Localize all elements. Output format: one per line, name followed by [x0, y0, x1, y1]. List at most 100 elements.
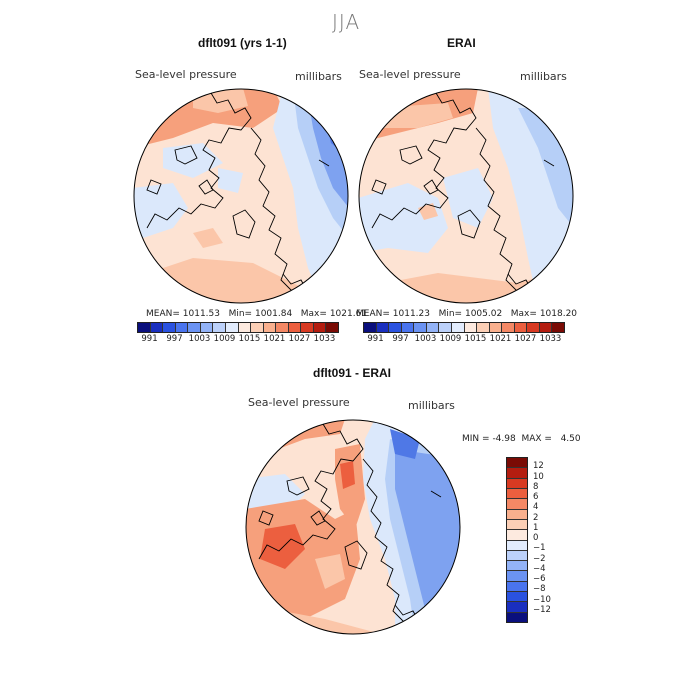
- colorbar-tick-label: 991: [141, 334, 158, 344]
- panel-1-stats: MEAN= 1011.53 Min= 1001.84 Max= 1021.61: [146, 309, 367, 319]
- panel-1-units-label: millibars: [295, 70, 342, 83]
- panel-2-colorbar-ticks: 991 997 1003 1009 1015 1021 1027 1033: [363, 334, 563, 346]
- colorbar-swatch: [502, 323, 515, 332]
- colorbar-swatch: [552, 323, 564, 332]
- season-title: JJA: [332, 10, 361, 34]
- panel-2-max-value: 1018.20: [539, 309, 578, 319]
- colorbar-swatch: [477, 323, 490, 332]
- colorbar-swatch: [188, 323, 201, 332]
- colorbar-swatch: [451, 323, 465, 332]
- colorbar-swatch: [489, 323, 503, 332]
- panel-1-min-label: Min=: [228, 309, 253, 319]
- panel-2-stats: MEAN= 1011.23 Min= 1005.02 Max= 1018.20: [356, 309, 577, 319]
- colorbar-swatch: [251, 323, 264, 332]
- panel-1-min-value: 1001.84: [254, 309, 293, 319]
- colorbar-swatch: [527, 323, 540, 332]
- colorbar-swatch: [439, 323, 452, 332]
- colorbar-swatch: [401, 323, 415, 332]
- panel-1-polar-map: [133, 88, 349, 304]
- colorbar-swatch: [225, 323, 239, 332]
- colorbar-tick-label: 8: [533, 481, 539, 492]
- colorbar-tick-label: 1003: [188, 334, 211, 344]
- panel-1-max-value: 1021.61: [329, 309, 368, 319]
- colorbar-swatch: [507, 550, 527, 562]
- colorbar-swatch: [507, 592, 527, 603]
- colorbar-swatch: [213, 323, 226, 332]
- colorbar-swatch: [507, 478, 527, 489]
- panel-2-min-label: Min=: [438, 309, 463, 319]
- colorbar-tick-label: 2: [533, 512, 539, 523]
- panel-3-variable-label: Sea-level pressure: [248, 396, 350, 409]
- colorbar-swatch: [507, 488, 527, 500]
- panel-2-units-label: millibars: [520, 70, 567, 83]
- colorbar-tick-label: 997: [392, 334, 409, 344]
- panel-2-max-label: Max=: [510, 309, 537, 319]
- colorbar-swatch: [507, 540, 527, 551]
- colorbar-tick-label: 10: [533, 471, 544, 482]
- colorbar-swatch: [364, 323, 377, 332]
- colorbar-swatch: [507, 612, 527, 622]
- colorbar-swatch: [150, 323, 164, 332]
- colorbar-tick-label: 1015: [464, 334, 487, 344]
- colorbar-tick-label: −10: [533, 594, 551, 605]
- panel-1-title: dflt091 (yrs 1-1): [198, 36, 287, 50]
- panel-3-title: dflt091 - ERAI: [313, 366, 392, 380]
- colorbar-tick-label: −2: [533, 553, 546, 564]
- colorbar-swatch: [507, 571, 527, 582]
- panel-3-max-value: 4.50: [560, 434, 581, 444]
- colorbar-tick-label: 1009: [439, 334, 462, 344]
- panel-2-variable-label: Sea-level pressure: [359, 68, 461, 81]
- panel-3-max-label: MAX =: [521, 434, 552, 444]
- colorbar-tick-label: 1027: [514, 334, 537, 344]
- colorbar-tick-label: 1033: [539, 334, 562, 344]
- panel-1-colorbar-ticks: 991 997 1003 1009 1015 1021 1027 1033: [137, 334, 337, 346]
- panel-2-title: ERAI: [447, 36, 476, 50]
- panel-3-colorbar-ticks: 12 10 8 6 4 2 1 0 −1 −2 −4 −6 −8 −10 −12: [533, 457, 573, 621]
- colorbar-swatch: [138, 323, 151, 332]
- colorbar-tick-label: 12: [533, 461, 544, 472]
- colorbar-swatch: [326, 323, 338, 332]
- panel-1-variable-label: Sea-level pressure: [135, 68, 237, 81]
- colorbar-swatch: [276, 323, 289, 332]
- panel-1-colorbar: [137, 322, 339, 333]
- colorbar-swatch: [514, 323, 528, 332]
- colorbar-swatch: [507, 561, 527, 572]
- colorbar-swatch: [163, 323, 176, 332]
- colorbar-tick-label: −12: [533, 604, 551, 615]
- panel-3-units-label: millibars: [408, 399, 455, 412]
- colorbar-swatch: [464, 323, 478, 332]
- panel-1-max-label: Max=: [300, 309, 327, 319]
- colorbar-swatch: [376, 323, 390, 332]
- colorbar-swatch: [414, 323, 427, 332]
- colorbar-swatch: [507, 468, 527, 479]
- panel-3-stats: MIN = -4.98 MAX = 4.50: [462, 434, 581, 444]
- panel-1-mean-value: 1011.53: [182, 309, 220, 319]
- colorbar-tick-label: 1009: [213, 334, 236, 344]
- colorbar-tick-label: 991: [367, 334, 384, 344]
- colorbar-swatch: [507, 519, 527, 531]
- colorbar-swatch: [507, 458, 527, 469]
- colorbar-tick-label: 1027: [288, 334, 311, 344]
- colorbar-swatch: [313, 323, 327, 332]
- colorbar-swatch: [539, 323, 553, 332]
- colorbar-tick-label: −1: [533, 543, 546, 554]
- colorbar-swatch: [301, 323, 314, 332]
- panel-3-colorbar: [506, 457, 528, 623]
- colorbar-tick-label: 1021: [489, 334, 512, 344]
- colorbar-tick-label: 1033: [313, 334, 336, 344]
- panel-2-colorbar: [363, 322, 565, 333]
- colorbar-tick-label: 6: [533, 492, 539, 502]
- colorbar-swatch: [389, 323, 402, 332]
- panel-2-mean-value: 1011.23: [392, 309, 430, 319]
- colorbar-tick-label: 1: [533, 522, 539, 533]
- colorbar-tick-label: 4: [533, 502, 539, 513]
- colorbar-swatch: [507, 530, 527, 541]
- colorbar-tick-label: 1003: [414, 334, 437, 344]
- panel-2-min-value: 1005.02: [464, 309, 503, 319]
- panel-3-min-value: -4.98: [492, 434, 516, 444]
- colorbar-swatch: [238, 323, 252, 332]
- colorbar-swatch: [507, 581, 527, 593]
- panel-2-polar-map: [358, 88, 574, 304]
- colorbar-tick-label: 997: [166, 334, 183, 344]
- colorbar-tick-label: −6: [533, 574, 546, 584]
